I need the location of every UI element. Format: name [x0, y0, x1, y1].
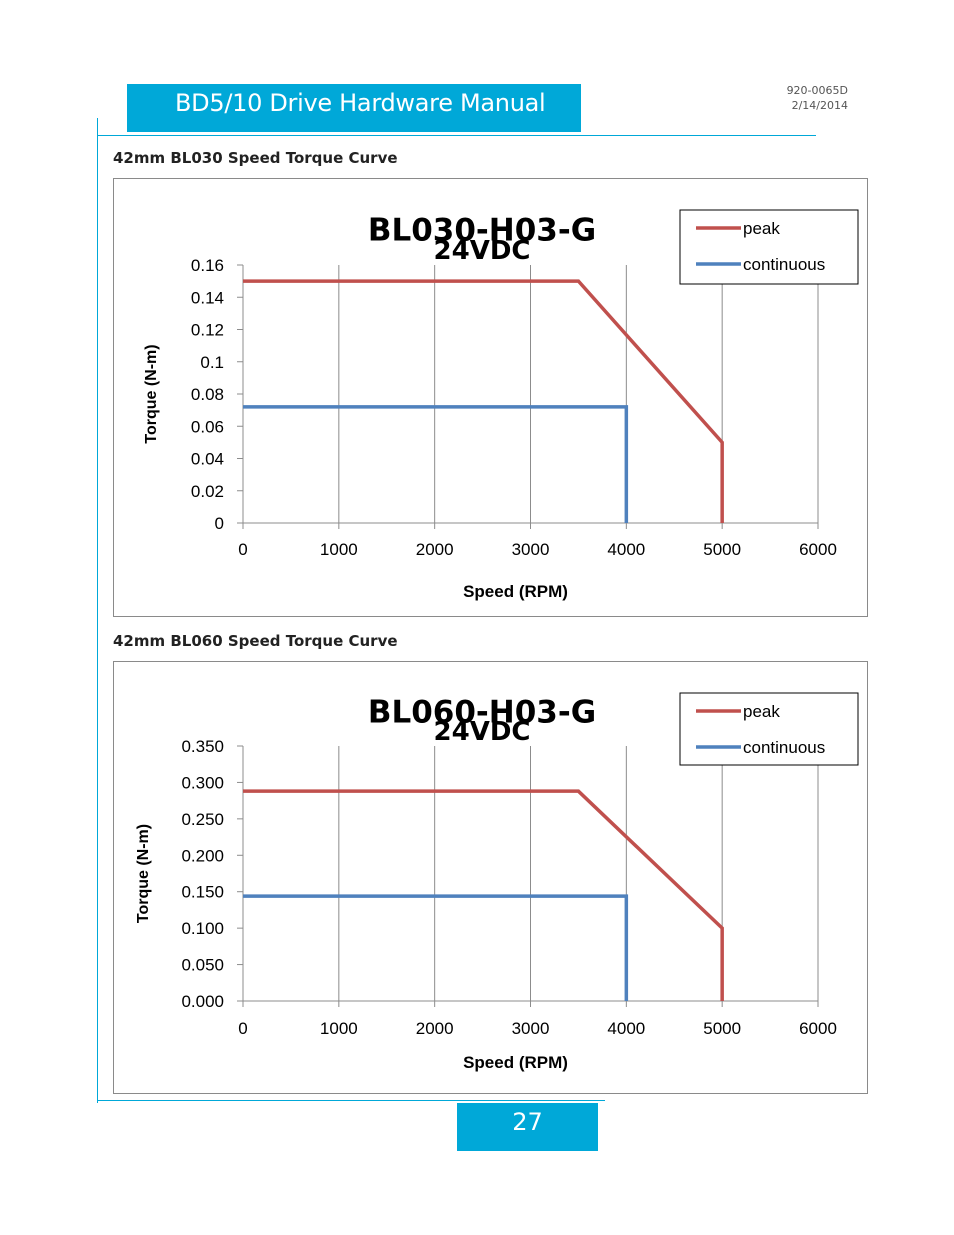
- header-rule: [97, 135, 816, 136]
- chart-title: BL030-H03-G: [368, 212, 596, 248]
- y-tick-label: 0.300: [181, 773, 224, 792]
- x-tick-label: 5000: [703, 540, 741, 559]
- x-tick-label: 3000: [512, 1019, 550, 1038]
- legend: peak continuous: [679, 209, 859, 285]
- y-tick-label: 0.200: [181, 846, 224, 865]
- x-tick-label: 5000: [703, 1019, 741, 1038]
- x-tick-label: 1000: [320, 1019, 358, 1038]
- y-tick-label: 0.16: [191, 256, 224, 275]
- y-tick-label: 0.08: [191, 385, 224, 404]
- x-tick-label: 1000: [320, 540, 358, 559]
- legend-label-peak: peak: [743, 219, 780, 238]
- x-tick-label: 6000: [799, 540, 837, 559]
- chart-bl060: 0.000 0.050 0.100 0.150 0.200 0.250 0.300 0.350…: [113, 661, 868, 1094]
- y-tick-label: 0.1: [200, 353, 224, 372]
- series-line-continuous: [243, 894, 629, 1001]
- document-number: 920-0065D: [786, 84, 848, 97]
- y-tick-label: 0.000: [181, 992, 224, 1011]
- y-tick-label: 0.06: [191, 417, 224, 436]
- section-title-bl060: 42mm BL060 Speed Torque Curve: [113, 632, 398, 650]
- y-tick-label: 0.350: [181, 737, 224, 756]
- y-tick-label: 0.250: [181, 810, 224, 829]
- chart-bl030-svg: 0 0.02 0.04 0.06 0.08 0.1 0.12 0.14 0.16 0 1000 200…: [143, 209, 859, 601]
- left-margin-rule: [97, 118, 98, 1103]
- chart-bl060-svg: 0.000 0.050 0.100 0.150 0.200 0.250 0.300 0.350…: [135, 692, 859, 1072]
- x-tick-label: 6000: [799, 1019, 837, 1038]
- legend-label-continuous: continuous: [743, 255, 825, 274]
- footer-rule: [97, 1100, 605, 1101]
- legend-box: [679, 692, 859, 766]
- document-date: 2/14/2014: [791, 99, 848, 112]
- chart-subtitle: 24VDC: [434, 236, 531, 266]
- chart-title: BL060-H03-G: [368, 694, 596, 730]
- legend: peak continuous: [679, 692, 859, 766]
- series-line-peak: [243, 789, 724, 1001]
- x-tick-label: 2000: [416, 1019, 454, 1038]
- y-tick-label: 0.150: [181, 883, 224, 902]
- x-tick-label: 4000: [607, 540, 645, 559]
- x-tick-label: 2000: [416, 540, 454, 559]
- chart-subtitle: 24VDC: [434, 717, 531, 747]
- x-tick-label: 3000: [512, 540, 550, 559]
- x-tick-label: 0: [238, 1019, 247, 1038]
- y-tick-label: 0.12: [191, 321, 224, 340]
- section-title-bl030: 42mm BL030 Speed Torque Curve: [113, 149, 398, 167]
- legend-label-continuous: continuous: [743, 738, 825, 757]
- y-axis-label: Torque (N-m): [143, 344, 160, 443]
- x-tick-label: 0: [238, 540, 247, 559]
- document-info: 920-0065D 2/14/2014: [787, 83, 848, 113]
- x-tick-label: 4000: [607, 1019, 645, 1038]
- y-tick-label: 0.050: [181, 956, 224, 975]
- legend-box: [679, 209, 859, 285]
- y-axis-label: Torque (N-m): [135, 824, 152, 923]
- y-tick-label: 0.14: [191, 288, 224, 307]
- y-tick-label: 0.04: [191, 450, 224, 469]
- y-tick-label: 0: [215, 514, 224, 533]
- manual-title: BD5/10 Drive Hardware Manual: [127, 84, 581, 132]
- series-line-continuous: [243, 405, 629, 523]
- page-number: 27: [457, 1103, 598, 1151]
- x-axis-label: Speed (RPM): [463, 582, 568, 601]
- chart-bl030: 0 0.02 0.04 0.06 0.08 0.1 0.12 0.14 0.16 0 1000 200…: [113, 178, 868, 617]
- legend-label-peak: peak: [743, 702, 780, 721]
- y-tick-label: 0.02: [191, 482, 224, 501]
- x-axis-label: Speed (RPM): [463, 1053, 568, 1072]
- series-line-peak: [243, 279, 724, 523]
- y-tick-label: 0.100: [181, 919, 224, 938]
